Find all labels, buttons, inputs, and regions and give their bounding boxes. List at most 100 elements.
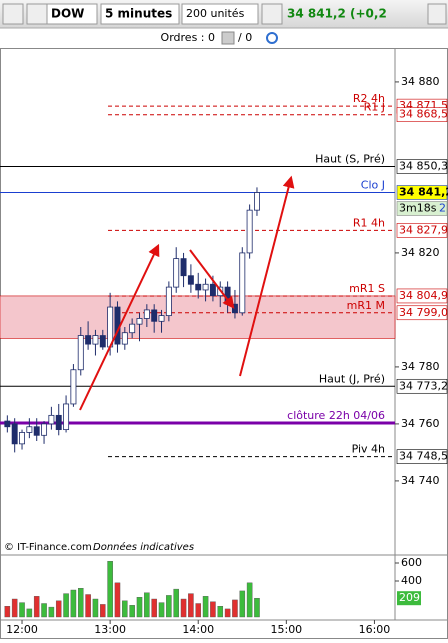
volume-bar xyxy=(70,589,77,618)
annotation-arrow xyxy=(189,249,235,309)
volume-bar xyxy=(254,597,260,618)
candle-body xyxy=(26,426,33,433)
annotation-arrow xyxy=(79,243,160,411)
candle-body xyxy=(173,258,180,288)
candle-body xyxy=(202,283,209,291)
y-tick-label: 34 760 xyxy=(401,417,440,430)
level-name: clôture 22h 04/06 xyxy=(287,409,385,422)
candle-body xyxy=(195,283,202,291)
candle-body xyxy=(187,275,194,285)
level-value-box xyxy=(396,449,448,464)
instrument-select[interactable] xyxy=(46,3,98,25)
tool-button[interactable] xyxy=(261,3,283,25)
candle-body xyxy=(77,335,84,371)
volume-bar xyxy=(180,598,187,618)
countdown-box xyxy=(396,201,448,216)
level-name: R2 4h xyxy=(353,92,385,105)
candle-body xyxy=(231,303,238,314)
volume-bar xyxy=(100,604,106,618)
level-value-box xyxy=(396,378,448,394)
volume-bar xyxy=(11,598,18,618)
volume-bar xyxy=(158,602,165,618)
candle-body xyxy=(70,369,77,405)
volume-bar xyxy=(41,603,47,618)
level-value-label: 34 748,5 xyxy=(399,450,448,463)
candle-body xyxy=(99,335,106,348)
menu-button[interactable] xyxy=(427,3,447,25)
units: 200 unités xyxy=(186,7,245,20)
candle-body xyxy=(136,318,143,325)
timeframe-select[interactable] xyxy=(100,3,180,25)
level-value-label: 34 773,2 xyxy=(399,379,448,392)
volume-bar xyxy=(19,602,25,618)
candle-body xyxy=(33,426,40,436)
last-price: 34 841,2 (+0,2 xyxy=(287,7,387,21)
candle-body xyxy=(85,335,92,345)
settings-button[interactable] xyxy=(26,3,48,25)
candle-body xyxy=(180,258,187,277)
level-value-box xyxy=(396,185,448,200)
level-name: Clo J xyxy=(361,178,385,191)
level-name: Piv 4h xyxy=(352,443,385,456)
zone xyxy=(0,295,396,339)
volume-bar xyxy=(195,603,202,618)
volume-bar xyxy=(122,600,128,618)
volume-bar xyxy=(151,598,157,618)
level-value-label: 34 841,2 xyxy=(399,185,448,198)
candle-body xyxy=(41,423,48,436)
volume-bar xyxy=(224,608,231,618)
level-name: R1 4h xyxy=(353,216,385,229)
level-value-label: 34 827,9 xyxy=(399,223,448,236)
units-select[interactable] xyxy=(181,3,259,25)
y-tick-label: 34 880 xyxy=(401,75,440,88)
volume-tick-label: 600 xyxy=(401,556,422,569)
level-value-box xyxy=(396,305,448,321)
volume-bar xyxy=(202,596,209,618)
volume-bar xyxy=(173,588,179,618)
volume-bar xyxy=(48,606,55,618)
y-tick-label: 34 780 xyxy=(401,360,440,373)
orders-settings[interactable] xyxy=(266,32,278,44)
volume-bar xyxy=(239,590,246,618)
level-value-label: 34 850,3 xyxy=(399,160,448,173)
candle-body xyxy=(254,192,260,211)
volume-bar xyxy=(4,606,11,618)
level-name: mR1 S xyxy=(349,282,385,295)
candle-body xyxy=(11,423,18,445)
timeframe: 5 minutes xyxy=(105,7,172,21)
level-value-label: 34 868,5 xyxy=(399,108,448,121)
orders-icon[interactable] xyxy=(221,31,235,45)
candle-body xyxy=(4,420,11,428)
level-value-label: 34 799,0 xyxy=(399,306,448,319)
level-value-box xyxy=(396,223,448,238)
volume-bar xyxy=(114,582,121,618)
volume-bar xyxy=(33,596,40,618)
volume-last-box xyxy=(397,591,421,606)
level-value-label: 34 804,9 xyxy=(399,289,448,302)
volume-bar xyxy=(63,593,69,618)
chart-type-button[interactable] xyxy=(2,3,24,25)
x-tick-label: 14:00 xyxy=(182,623,214,636)
volume-bar xyxy=(144,592,150,618)
volume-bar xyxy=(232,599,238,618)
candle-body xyxy=(55,414,62,431)
x-tick-label: 16:00 xyxy=(359,623,391,636)
volume-bar xyxy=(136,597,143,618)
volume-bar xyxy=(246,582,253,618)
y-tick-label: 34 740 xyxy=(401,474,440,487)
candle-body xyxy=(92,335,99,345)
orders-label: Ordres : 0 xyxy=(161,31,215,44)
volume-bar xyxy=(85,594,91,618)
countdown: 3m18s xyxy=(399,201,437,214)
y-tick-label: 34 820 xyxy=(401,246,440,259)
volume-bar xyxy=(166,595,172,618)
candle-body xyxy=(63,403,70,431)
candle-body xyxy=(48,414,55,425)
level-value-box xyxy=(396,288,448,304)
candle-body xyxy=(121,332,128,345)
volume-bar xyxy=(210,601,216,618)
footer-note: Données indicatives xyxy=(93,541,194,553)
annotation-arrow xyxy=(239,175,295,377)
level-value-box xyxy=(396,159,448,174)
candle-body xyxy=(246,209,253,254)
